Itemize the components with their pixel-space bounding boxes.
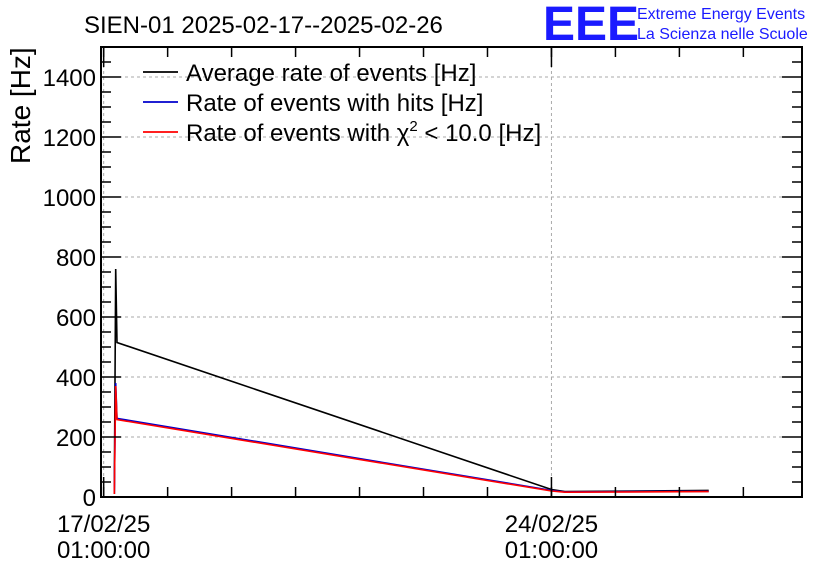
y-tick-label: 600: [56, 305, 96, 332]
series-line-3: [113, 385, 709, 495]
legend-label-3: Rate of events with χ2 < 10.0 [Hz]: [186, 118, 541, 147]
y-tick-label: 400: [56, 365, 96, 392]
chart-title: SIEN-01 2025-02-17--2025-02-26: [84, 12, 443, 39]
eee-logo: EEE Extreme Energy Events La Scienza nel…: [543, 0, 808, 51]
y-tick-label: 0: [83, 485, 96, 512]
legend: Average rate of events [Hz] Rate of event…: [143, 60, 541, 147]
eee-logo-line2: La Scienza nelle Scuole: [637, 26, 808, 43]
y-axis-label: Rate [Hz]: [5, 47, 36, 164]
x-tick-label-time: 01:00:00: [57, 537, 150, 564]
y-tick-label: 1400: [43, 65, 96, 92]
x-tick-label-date: 17/02/25: [57, 511, 150, 538]
series-line-2: [113, 382, 709, 495]
series-line-1: [113, 268, 709, 495]
legend-label-2: Rate of events with hits [Hz]: [186, 90, 483, 117]
x-tick-label-date: 24/02/25: [505, 511, 598, 538]
y-tick-label: 1000: [43, 185, 96, 212]
eee-logo-line1: Extreme Energy Events: [637, 6, 805, 23]
axes: 020040060080010001200140017/02/2501:00:0…: [43, 46, 803, 564]
legend-suffix: < 10.0 [Hz]: [418, 120, 541, 147]
y-tick-label: 1200: [43, 125, 96, 152]
y-tick-label: 800: [56, 245, 96, 272]
legend-label-1: Average rate of events [Hz]: [186, 60, 476, 87]
eee-logo-mark: EEE: [543, 0, 639, 51]
x-tick-label-time: 01:00:00: [505, 537, 598, 564]
y-tick-label: 200: [56, 425, 96, 452]
series-lines: [113, 268, 709, 495]
legend-superscript: 2: [409, 118, 417, 135]
